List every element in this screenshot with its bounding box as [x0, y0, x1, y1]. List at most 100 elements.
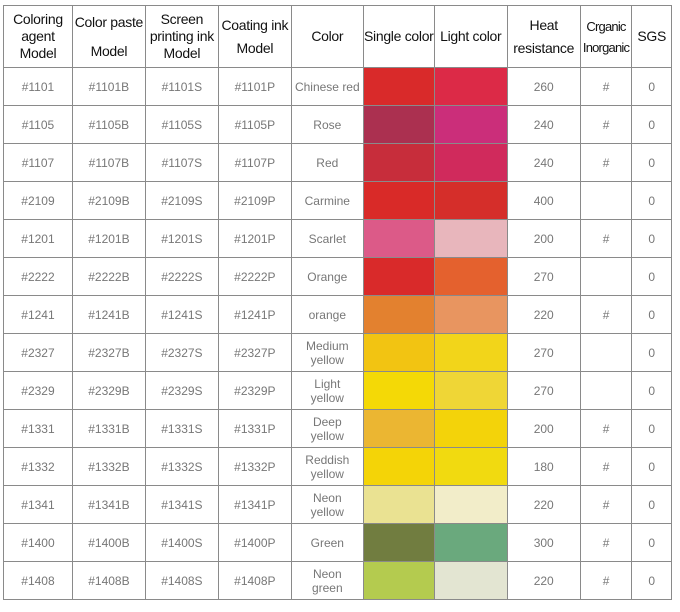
color-name-line: Medium: [305, 338, 349, 353]
color-name-line: Neon: [312, 566, 342, 581]
screen-printing-ink-model: #2327S: [144, 333, 219, 372]
screen-printing-ink-model: #1201S: [144, 219, 219, 258]
color-paste-model: #2109B: [71, 181, 146, 220]
heat-resistance: 400: [506, 181, 581, 220]
single-color-swatch: [362, 371, 435, 410]
color-name: Neon yellow: [290, 485, 364, 524]
screen-printing-ink-model: #1101S: [144, 67, 219, 106]
header-text: Coating ink: [221, 16, 289, 33]
coloring-agent-model: #2222: [3, 257, 73, 296]
header-text: Crganic: [586, 18, 626, 34]
color-name-line: Light: [314, 376, 341, 391]
header-text: Model: [90, 42, 128, 59]
color-paste-model: #1408B: [71, 561, 146, 600]
color-name: Reddish yellow: [290, 447, 364, 486]
coating-ink-model: #1400P: [217, 523, 292, 562]
screen-printing-ink-model: #1241S: [144, 295, 219, 334]
coloring-agent-model: #1107: [3, 143, 73, 182]
organic-inorganic: #: [579, 295, 633, 334]
color-name: Neon green: [290, 561, 364, 600]
light-color-swatch: [433, 371, 508, 410]
light-color-swatch: [433, 333, 508, 372]
organic-inorganic: [579, 181, 633, 220]
organic-inorganic: #: [579, 485, 633, 524]
coloring-agent-model: #2329: [3, 371, 73, 410]
header-text: Color paste: [74, 13, 144, 30]
sgs-value: 0: [631, 219, 672, 258]
screen-printing-ink-model: #1400S: [144, 523, 219, 562]
color-name: Orange: [290, 257, 364, 296]
screen-printing-ink-model: #1408S: [144, 561, 219, 600]
heat-resistance: 260: [506, 67, 581, 106]
color-name: Light yellow: [290, 371, 364, 410]
sgs-value: 0: [631, 447, 672, 486]
light-color-swatch: [433, 181, 508, 220]
coloring-agent-model: #1341: [3, 485, 73, 524]
single-color-swatch: [362, 143, 435, 182]
heat-resistance: 270: [506, 257, 581, 296]
light-color-swatch: [433, 295, 508, 334]
coating-ink-model: #1341P: [217, 485, 292, 524]
color-name: orange: [290, 295, 364, 334]
sgs-value: 0: [631, 485, 672, 524]
organic-inorganic: #: [579, 219, 633, 258]
color-name-line: Green: [310, 535, 344, 550]
color-name: Rose: [290, 105, 364, 144]
heat-resistance: 180: [506, 447, 581, 486]
color-name-line: Red: [316, 155, 339, 170]
coloring-agent-model: #1408: [3, 561, 73, 600]
coating-ink-model: #2329P: [217, 371, 292, 410]
heat-resistance: 200: [506, 409, 581, 448]
header-screen-printing-ink-model: Screen printing ink Model: [144, 5, 219, 68]
table-row: #1400 #1400B #1400S #1400P Green 300 # 0: [3, 523, 672, 562]
coloring-agent-model: #1241: [3, 295, 73, 334]
color-paste-model: #1241B: [71, 295, 146, 334]
sgs-value: 0: [631, 371, 672, 410]
light-color-swatch: [433, 523, 508, 562]
coating-ink-model: #1408P: [217, 561, 292, 600]
header-color: Color: [290, 5, 364, 68]
screen-printing-ink-model: #1341S: [144, 485, 219, 524]
coating-ink-model: #1332P: [217, 447, 292, 486]
color-name-line: Orange: [307, 269, 348, 284]
coating-ink-model: #1331P: [217, 409, 292, 448]
heat-resistance: 220: [506, 561, 581, 600]
organic-inorganic: [579, 333, 633, 372]
table-row: #1332 #1332B #1332S #1332P Reddish yellow…: [3, 447, 672, 486]
coloring-agent-model: #1201: [3, 219, 73, 258]
color-name: Red: [290, 143, 364, 182]
color-name-line: green: [311, 580, 343, 595]
color-name: Chinese red: [290, 67, 364, 106]
header-text: Model: [236, 39, 274, 56]
header-coating-ink-model: Coating ink Model: [217, 5, 292, 68]
color-paste-model: #1101B: [71, 67, 146, 106]
table-row: #1241 #1241B #1241S #1241P orange 220 # …: [3, 295, 672, 334]
table-row: #1341 #1341B #1341S #1341P Neon yellow 22…: [3, 485, 672, 524]
color-paste-model: #2327B: [71, 333, 146, 372]
table-row: #1331 #1331B #1331S #1331P Deep yellow 20…: [3, 409, 672, 448]
header-light-color: Light color: [433, 5, 508, 68]
color-paste-model: #2329B: [71, 371, 146, 410]
single-color-swatch: [362, 257, 435, 296]
color-name: Green: [290, 523, 364, 562]
coating-ink-model: #1107P: [217, 143, 292, 182]
color-name-line: Scarlet: [308, 231, 346, 246]
sgs-value: 0: [631, 257, 672, 296]
header-text: agent: [21, 28, 55, 44]
heat-resistance: 240: [506, 143, 581, 182]
color-paste-model: #2222B: [71, 257, 146, 296]
color-name-line: Deep: [312, 414, 342, 429]
heat-resistance: 240: [506, 105, 581, 144]
screen-printing-ink-model: #2329S: [144, 371, 219, 410]
heat-resistance: 270: [506, 371, 581, 410]
pigment-spec-table: Coloring agent Model Color paste Model S…: [3, 5, 672, 600]
organic-inorganic: #: [579, 143, 633, 182]
color-paste-model: #1341B: [71, 485, 146, 524]
header-sgs: SGS: [631, 5, 672, 68]
light-color-swatch: [433, 485, 508, 524]
color-name: Scarlet: [290, 219, 364, 258]
color-name: Deep yellow: [290, 409, 364, 448]
table-row: #1408 #1408B #1408S #1408P Neon green 220…: [3, 561, 672, 600]
color-name-line: Chinese red: [294, 79, 360, 94]
header-text: resistance: [513, 39, 575, 56]
